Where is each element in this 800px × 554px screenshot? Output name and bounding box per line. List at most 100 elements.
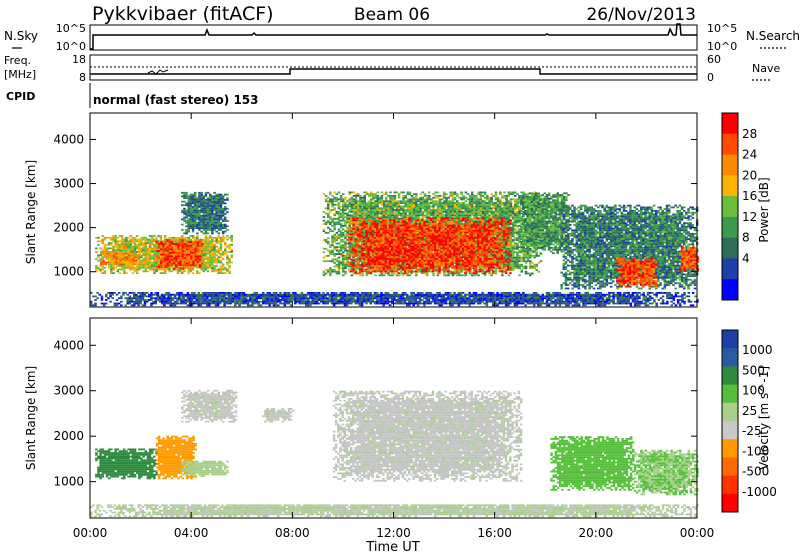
power-cell bbox=[108, 258, 112, 260]
power-cell bbox=[170, 258, 174, 261]
power-cell bbox=[483, 207, 487, 210]
power-cell bbox=[451, 214, 455, 217]
power-cell bbox=[187, 227, 190, 229]
power-cell bbox=[374, 219, 377, 222]
power-cell bbox=[428, 216, 431, 218]
power-cell bbox=[217, 252, 221, 255]
power-cell bbox=[164, 257, 167, 259]
power-cell bbox=[400, 202, 403, 204]
power-cell bbox=[228, 261, 231, 264]
power-cell bbox=[114, 242, 117, 244]
power-cell bbox=[357, 265, 360, 268]
power-cell bbox=[367, 202, 371, 204]
power-cell bbox=[206, 227, 210, 229]
power-cell bbox=[387, 217, 390, 220]
power-cell bbox=[456, 219, 459, 222]
power-cell bbox=[138, 258, 141, 260]
power-cell bbox=[204, 230, 208, 233]
power-cell bbox=[468, 203, 472, 206]
power-cell bbox=[357, 219, 360, 222]
power-cell bbox=[118, 249, 122, 251]
power-cell bbox=[178, 236, 182, 239]
power-cell bbox=[185, 264, 189, 266]
power-cell bbox=[453, 207, 457, 210]
power-cell bbox=[440, 205, 444, 208]
power-cell bbox=[415, 205, 418, 208]
power-cell bbox=[221, 251, 225, 253]
power-cell bbox=[155, 245, 158, 248]
power-cell bbox=[419, 193, 422, 195]
power-cell bbox=[327, 226, 330, 229]
power-cell bbox=[217, 272, 221, 274]
power-cell bbox=[344, 209, 347, 211]
power-cell bbox=[339, 225, 343, 227]
power-cell bbox=[483, 219, 487, 222]
power-cell bbox=[327, 221, 330, 224]
power-cell bbox=[118, 235, 122, 237]
power-cell bbox=[391, 205, 394, 208]
power-cell bbox=[346, 255, 349, 257]
power-cell bbox=[473, 214, 476, 217]
power-cell bbox=[443, 203, 446, 206]
power-cell bbox=[95, 251, 98, 253]
power-cell bbox=[354, 214, 358, 217]
power-cell bbox=[108, 261, 112, 264]
power-cell bbox=[370, 209, 373, 211]
power-cell bbox=[204, 254, 208, 257]
power-cell bbox=[365, 212, 369, 215]
power-cell bbox=[135, 270, 139, 273]
power-cell bbox=[170, 257, 174, 259]
power-cell bbox=[406, 205, 409, 208]
power-cell bbox=[359, 274, 362, 277]
power-cell bbox=[447, 214, 450, 217]
power-cell bbox=[481, 212, 485, 215]
power-cell bbox=[209, 197, 212, 199]
power-cell bbox=[372, 202, 375, 204]
power-cell bbox=[445, 214, 448, 217]
power-cell bbox=[202, 249, 205, 251]
power-cell bbox=[342, 228, 345, 231]
power-cell bbox=[344, 247, 347, 250]
power-cell bbox=[213, 270, 216, 273]
power-cell bbox=[335, 203, 339, 206]
power-cell bbox=[449, 217, 452, 220]
power-cell bbox=[190, 251, 193, 254]
power-cell bbox=[206, 266, 210, 269]
power-cell bbox=[213, 209, 216, 212]
power-cell bbox=[331, 251, 334, 254]
power-cell bbox=[488, 239, 491, 241]
power-cell bbox=[382, 193, 386, 195]
power-cell bbox=[458, 274, 461, 277]
power-cell bbox=[430, 200, 433, 203]
power-cell bbox=[387, 202, 390, 204]
power-cell bbox=[135, 268, 139, 271]
power-cell bbox=[224, 225, 227, 228]
power-cell bbox=[483, 274, 487, 277]
power-cell bbox=[453, 219, 457, 222]
power-cell bbox=[382, 203, 386, 206]
power-cell bbox=[432, 209, 435, 211]
power-cell bbox=[173, 253, 176, 256]
power-cell bbox=[204, 236, 208, 239]
power-cell bbox=[477, 270, 480, 273]
power-cell bbox=[121, 256, 125, 259]
power-cell bbox=[127, 265, 130, 267]
power-cell bbox=[413, 203, 416, 206]
power-cell bbox=[363, 217, 366, 220]
power-cell bbox=[204, 265, 208, 267]
power-cell bbox=[95, 266, 98, 269]
power-cell bbox=[333, 235, 336, 238]
power-cell bbox=[104, 252, 107, 255]
power-cell bbox=[209, 206, 212, 208]
power-cell bbox=[138, 254, 142, 257]
power-cell bbox=[209, 243, 212, 246]
power-cell bbox=[391, 212, 394, 215]
power-cell bbox=[95, 265, 98, 267]
power-cell bbox=[447, 196, 450, 199]
power-cell bbox=[191, 214, 195, 217]
power-cell bbox=[479, 196, 483, 199]
power-cell bbox=[202, 243, 205, 246]
power-cell bbox=[376, 195, 379, 197]
power-cell bbox=[112, 236, 115, 239]
power-cell bbox=[354, 193, 358, 195]
